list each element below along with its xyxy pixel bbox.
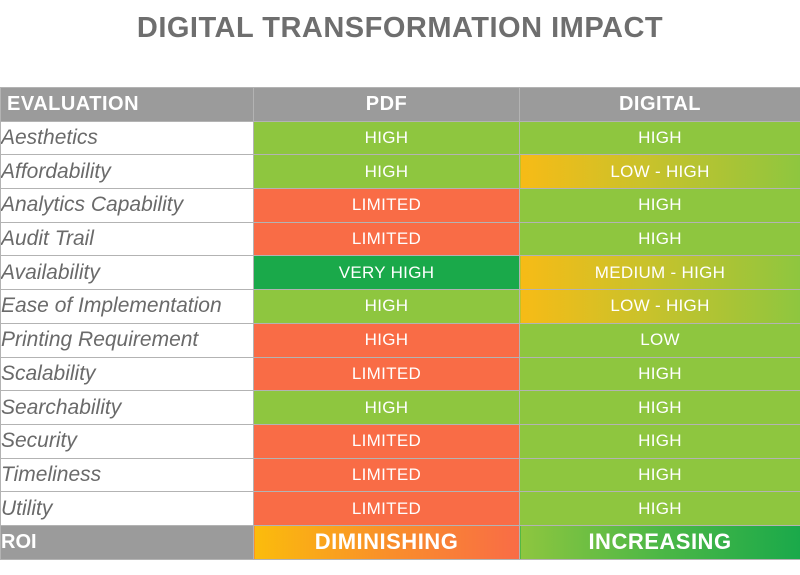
digital-cell: MEDIUM - HIGH [519, 255, 800, 291]
table-row: Availability VERY HIGH MEDIUM - HIGH [0, 255, 800, 291]
table-row: Analytics Capability LIMITED HIGH [0, 188, 800, 223]
header-evaluation: EVALUATION [0, 87, 254, 122]
table-body: Aesthetics HIGH HIGH Affordability HIGH … [0, 120, 800, 526]
row-label: Availability [0, 255, 254, 291]
digital-cell: HIGH [519, 188, 800, 223]
pdf-cell: LIMITED [253, 491, 520, 526]
row-label: Searchability [0, 390, 254, 425]
roi-pdf-cell: DIMINISHING [253, 524, 520, 560]
row-label: Audit Trail [0, 221, 254, 257]
pdf-cell: LIMITED [253, 221, 520, 257]
digital-cell: LOW [519, 322, 800, 358]
header-pdf: PDF [253, 87, 520, 122]
digital-cell: HIGH [519, 491, 800, 526]
roi-label: ROI [0, 524, 254, 560]
row-label: Aesthetics [0, 120, 254, 156]
row-label: Utility [0, 491, 254, 526]
table-row: Ease of Implementation HIGH LOW - HIGH [0, 289, 800, 324]
row-label: Scalability [0, 356, 254, 392]
pdf-cell: HIGH [253, 390, 520, 425]
row-label: Timeliness [0, 457, 254, 493]
table-row: Utility LIMITED HIGH [0, 491, 800, 526]
digital-cell: LOW - HIGH [519, 154, 800, 190]
table-row: Scalability LIMITED HIGH [0, 356, 800, 392]
pdf-cell: HIGH [253, 120, 520, 156]
pdf-cell: LIMITED [253, 356, 520, 392]
pdf-cell: HIGH [253, 289, 520, 324]
row-label: Analytics Capability [0, 188, 254, 223]
row-label: Affordability [0, 154, 254, 190]
pdf-cell: LIMITED [253, 457, 520, 493]
table-row: Searchability HIGH HIGH [0, 390, 800, 425]
pdf-cell: LIMITED [253, 423, 520, 459]
table-row: Aesthetics HIGH HIGH [0, 120, 800, 156]
comparison-table: EVALUATION PDF DIGITAL Aesthetics HIGH H… [0, 87, 800, 560]
digital-cell: HIGH [519, 221, 800, 257]
table-row: Audit Trail LIMITED HIGH [0, 221, 800, 257]
digital-cell: LOW - HIGH [519, 289, 800, 324]
digital-cell: HIGH [519, 356, 800, 392]
header-digital: DIGITAL [519, 87, 800, 122]
row-label: Ease of Implementation [0, 289, 254, 324]
pdf-cell: VERY HIGH [253, 255, 520, 291]
row-label: Security [0, 423, 254, 459]
roi-row: ROI DIMINISHING INCREASING [0, 524, 800, 560]
roi-digital-cell: INCREASING [519, 524, 800, 560]
table-row: Affordability HIGH LOW - HIGH [0, 154, 800, 190]
header-row: EVALUATION PDF DIGITAL [0, 87, 800, 122]
pdf-cell: LIMITED [253, 188, 520, 223]
table-row: Security LIMITED HIGH [0, 423, 800, 459]
digital-cell: HIGH [519, 423, 800, 459]
table-row: Printing Requirement HIGH LOW [0, 322, 800, 358]
table-row: Timeliness LIMITED HIGH [0, 457, 800, 493]
pdf-cell: HIGH [253, 154, 520, 190]
page-title: DIGITAL TRANSFORMATION IMPACT [136, 12, 664, 44]
digital-cell: HIGH [519, 457, 800, 493]
pdf-cell: HIGH [253, 322, 520, 358]
digital-cell: HIGH [519, 390, 800, 425]
digital-cell: HIGH [519, 120, 800, 156]
row-label: Printing Requirement [0, 322, 254, 358]
